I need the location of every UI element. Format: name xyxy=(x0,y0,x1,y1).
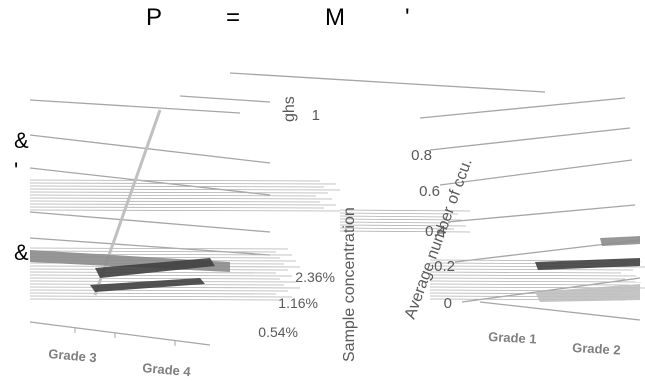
floor-streak xyxy=(29,203,337,206)
category-label: Grade 2 xyxy=(572,340,621,358)
floor-streak xyxy=(29,289,289,292)
floor-streak xyxy=(29,295,293,298)
axis-title-y: Average number of ccu. xyxy=(402,156,476,321)
category-label: Grade 4 xyxy=(142,360,192,379)
gridline-back-2 xyxy=(179,95,271,103)
floor-streak xyxy=(29,209,341,212)
floor-streak xyxy=(29,200,321,203)
y-tick-label: 0.4 xyxy=(425,223,446,240)
axis-title-concentration: Sample concentration xyxy=(341,207,358,362)
floor-streak xyxy=(429,274,638,277)
bar-grade4-front xyxy=(90,278,205,292)
floor-streak xyxy=(29,197,333,200)
floor-streak xyxy=(29,277,281,280)
gridline-right-1 xyxy=(419,97,626,119)
floor-streak xyxy=(29,271,277,274)
concentration-tick-label: 0.54% xyxy=(258,324,298,340)
gridline-right-3 xyxy=(439,159,633,186)
floor-edge-right xyxy=(479,301,641,321)
gridline-back-3 xyxy=(29,99,241,114)
y-tick-label: 0.8 xyxy=(411,147,432,164)
bar-grade2-back xyxy=(535,258,640,270)
floor-streak xyxy=(339,227,455,230)
chart-tick-labels: 0 0.2 0.4 0.6 0.8 1 2.36% 1.16% 0.54% Grade 1 Grad… xyxy=(48,107,621,379)
header-item-1: P xyxy=(146,4,163,31)
floor-edge-left xyxy=(29,321,211,346)
floor-streak xyxy=(29,185,325,188)
floor-streak xyxy=(429,283,630,286)
floor-streak xyxy=(339,209,471,212)
floor-streak xyxy=(29,247,289,250)
category-label: Grade 1 xyxy=(488,329,537,347)
gridline-back-5 xyxy=(29,167,271,196)
chart-gridlines xyxy=(29,72,645,346)
floor-streak xyxy=(29,250,277,253)
floor-streak xyxy=(339,230,471,233)
side-mark-3: & xyxy=(14,240,29,265)
floor-streak xyxy=(29,292,277,295)
floor-streak xyxy=(29,188,341,191)
floor-streak xyxy=(339,224,467,227)
concentration-tick-label: 1.16% xyxy=(278,295,318,311)
floor-streak xyxy=(339,221,451,224)
floor-streak xyxy=(429,268,634,271)
floor-streak xyxy=(29,274,293,277)
header-item-3: M xyxy=(325,4,345,31)
header-item-2: = xyxy=(226,4,241,31)
gridline-back-4 xyxy=(29,134,271,164)
concentration-tick-label: 2.36% xyxy=(295,269,335,285)
floor-streak xyxy=(29,194,317,197)
floor-streak xyxy=(29,286,301,289)
floor-streak xyxy=(29,179,321,182)
floor-streak xyxy=(429,280,642,283)
gridline-back-1 xyxy=(229,72,546,93)
floor-streak xyxy=(339,218,463,221)
bar-grade4-top xyxy=(95,258,215,278)
gridline-right-2 xyxy=(429,127,631,151)
floor-streak xyxy=(29,206,325,209)
gridline-right-4 xyxy=(447,204,636,223)
y-tick-label: 0 xyxy=(444,295,452,312)
y-tick-label: 1 xyxy=(312,107,320,124)
category-label: Grade 3 xyxy=(48,346,98,365)
floor-streak xyxy=(29,191,329,194)
floor-streak xyxy=(339,215,447,218)
side-mark-2: ' xyxy=(14,158,19,183)
side-mark-1: & xyxy=(14,128,29,153)
y-tick-label: 0.2 xyxy=(434,258,455,275)
chart-bars xyxy=(30,236,640,302)
floor-streak xyxy=(29,298,281,301)
floor-streak xyxy=(429,271,622,274)
bar-grade1-front xyxy=(535,284,640,302)
axis-title-top-fragment: ghs xyxy=(281,96,298,122)
header-item-4: ' xyxy=(405,4,410,31)
floor-streak xyxy=(29,182,337,185)
bar-grade2-top xyxy=(600,236,640,246)
gridline-back-6 xyxy=(29,211,271,233)
y-tick-label: 0.6 xyxy=(419,183,440,200)
floor-streak xyxy=(339,212,459,215)
floor-streak xyxy=(429,277,626,280)
